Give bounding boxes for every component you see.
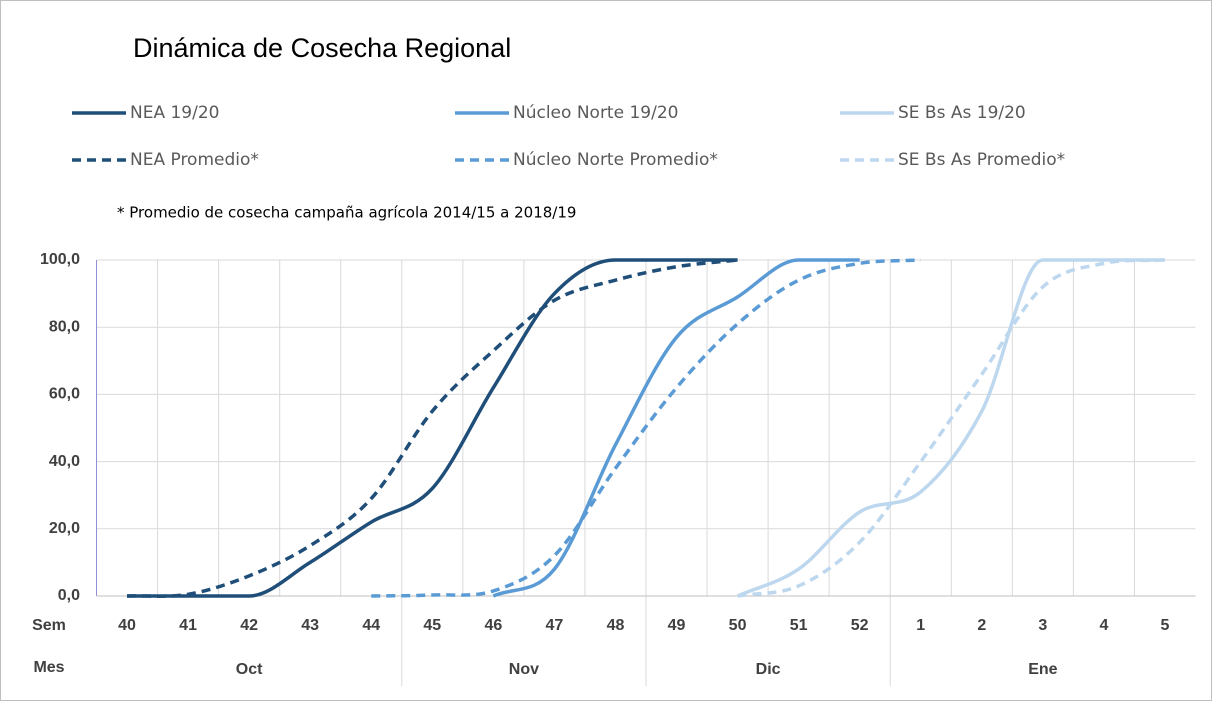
legend-label: SE Bs As 19/20 xyxy=(898,103,1026,123)
x-tick-label: 51 xyxy=(790,617,808,634)
y-tick-label: 100,0 xyxy=(40,251,80,268)
month-label: Dic xyxy=(756,661,781,678)
month-row-label: Mes xyxy=(33,659,64,676)
x-tick-label: 45 xyxy=(423,617,441,634)
week-row-label: Sem xyxy=(32,617,66,634)
legend-label: NEA 19/20 xyxy=(130,103,219,123)
x-tick-label: 41 xyxy=(179,617,197,634)
x-tick-label: 40 xyxy=(118,617,136,634)
legend-label: NEA Promedio* xyxy=(130,150,259,170)
x-tick-label: 2 xyxy=(977,617,986,634)
month-label: Nov xyxy=(509,661,539,678)
series-line xyxy=(492,258,860,598)
y-tick-label: 60,0 xyxy=(49,386,80,403)
month-label: Ene xyxy=(1028,661,1057,678)
x-tick-label: 5 xyxy=(1161,617,1170,634)
series-line xyxy=(127,258,738,598)
y-tick-label: 40,0 xyxy=(49,453,80,470)
x-tick-label: 49 xyxy=(668,617,686,634)
y-tick-label: 20,0 xyxy=(49,520,80,537)
series-line xyxy=(737,258,1166,598)
x-tick-label: 3 xyxy=(1038,617,1047,634)
series-line xyxy=(371,258,921,598)
x-tick-label: 47 xyxy=(546,617,564,634)
note: * Promedio de cosecha campaña agrícola 2… xyxy=(117,204,576,222)
x-tick-label: 4 xyxy=(1099,617,1108,634)
x-tick-label: 1 xyxy=(916,617,925,634)
x-tick-label: 43 xyxy=(301,617,319,634)
chart-title: Dinámica de Cosecha Regional xyxy=(133,33,511,63)
series-line xyxy=(736,258,1165,598)
x-tick-label: 42 xyxy=(240,617,258,634)
x-tick-label: 50 xyxy=(729,617,747,634)
x-tick-label: 46 xyxy=(484,617,502,634)
series-line xyxy=(126,258,738,598)
legend-label: SE Bs As Promedio* xyxy=(898,150,1065,170)
y-tick-label: 80,0 xyxy=(49,318,80,335)
x-tick-label: 48 xyxy=(607,617,625,634)
legend-label: Núcleo Norte 19/20 xyxy=(513,103,678,123)
month-label: Oct xyxy=(236,661,263,678)
x-tick-label: 44 xyxy=(362,617,380,634)
x-tick-label: 52 xyxy=(851,617,869,634)
y-tick-label: 0,0 xyxy=(58,587,80,604)
legend-label: Núcleo Norte Promedio* xyxy=(513,150,718,170)
